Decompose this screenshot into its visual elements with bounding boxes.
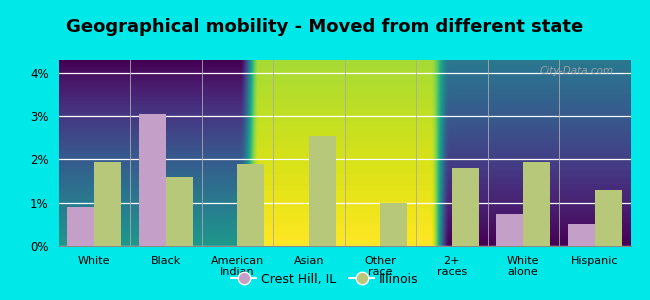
Bar (595, 190, 622, 246)
Bar (166, 177, 193, 246)
Bar (523, 162, 551, 246)
Bar (567, 224, 595, 246)
Bar (309, 136, 336, 246)
Bar (237, 164, 265, 246)
Bar (67, 207, 94, 246)
Bar (496, 214, 523, 246)
Bar (452, 168, 479, 246)
Bar (138, 114, 166, 246)
Text: Geographical mobility - Moved from different state: Geographical mobility - Moved from diffe… (66, 18, 584, 36)
Text: City-Data.com: City-Data.com (540, 66, 614, 76)
Bar (94, 162, 122, 246)
Legend: Crest Hill, IL, Illinois: Crest Hill, IL, Illinois (226, 268, 424, 291)
Bar (380, 203, 408, 246)
